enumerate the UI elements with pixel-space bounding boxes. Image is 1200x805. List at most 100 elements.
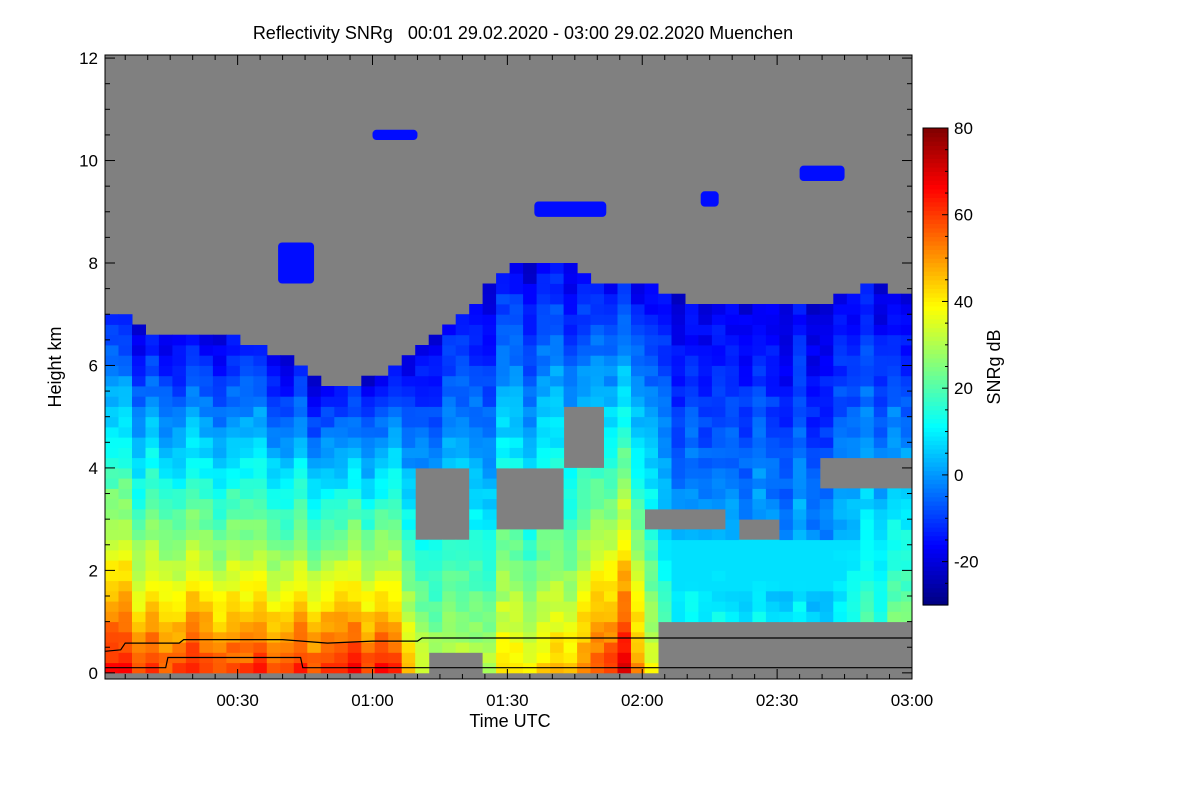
heatmap-cell <box>644 498 659 510</box>
heatmap-cell <box>617 345 632 356</box>
heatmap-cell <box>725 529 740 541</box>
heatmap-cell <box>469 314 484 325</box>
colorbar-segment <box>923 366 948 372</box>
heatmap-cell <box>266 662 281 674</box>
heatmap-cell <box>415 631 430 643</box>
heatmap-cell <box>172 539 187 551</box>
heatmap-cell <box>185 416 200 428</box>
heatmap-cell <box>469 601 484 612</box>
heatmap-cell <box>752 324 767 336</box>
heatmap-cell <box>334 426 349 438</box>
heatmap-cell <box>563 293 578 305</box>
heatmap-cell <box>145 375 160 387</box>
heatmap-cell <box>105 365 119 377</box>
heatmap-cell <box>523 549 538 561</box>
heatmap-cell <box>320 590 335 602</box>
colorbar-segment <box>923 513 948 519</box>
heatmap-cell <box>900 488 913 500</box>
heatmap-cell <box>590 519 605 530</box>
heatmap-cell <box>320 508 335 520</box>
heatmap-cell <box>779 478 794 489</box>
heatmap-cell <box>738 539 753 551</box>
heatmap-cell <box>469 447 484 459</box>
colorbar-segment <box>923 310 948 316</box>
heatmap-cell <box>873 519 888 530</box>
heatmap-cell <box>469 529 484 541</box>
heatmap-cell <box>644 570 659 582</box>
heatmap-cell <box>105 539 119 551</box>
colorbar-segment <box>923 500 948 506</box>
heatmap-cell <box>239 590 254 602</box>
heatmap-cell <box>482 375 497 387</box>
heatmap-cell <box>806 406 821 418</box>
heatmap-cell <box>415 345 430 356</box>
heatmap-cell <box>158 426 173 438</box>
heatmap-cell <box>320 652 335 664</box>
heatmap-cell <box>428 416 443 428</box>
heatmap-cell <box>401 539 416 551</box>
heatmap-cell <box>711 570 726 582</box>
heatmap-cell <box>132 324 146 336</box>
heatmap-cell <box>806 396 821 407</box>
colorbar-segment <box>923 253 948 259</box>
heatmap-cell <box>900 447 913 459</box>
heatmap-cell <box>792 611 807 623</box>
heatmap-cell <box>590 642 605 653</box>
heatmap-cell <box>145 437 160 448</box>
heatmap-cell <box>415 570 430 582</box>
heatmap-cell <box>347 437 362 448</box>
heatmap-cell <box>752 488 767 500</box>
heatmap-cell <box>698 396 713 407</box>
heatmap-cell <box>819 426 834 438</box>
heatmap-cell <box>644 375 659 387</box>
heatmap-cell <box>185 508 200 520</box>
heatmap-cell <box>617 447 632 459</box>
heatmap-cell <box>158 355 173 366</box>
heatmap-cell <box>132 631 146 643</box>
heatmap-cell <box>631 611 645 623</box>
heatmap-cell <box>226 426 241 438</box>
heatmap-cell <box>105 549 119 561</box>
heatmap-cell <box>577 324 592 336</box>
heatmap-cell <box>212 437 227 448</box>
heatmap-cell <box>455 570 470 582</box>
heatmap-cell <box>536 652 551 664</box>
heatmap-cell <box>388 611 403 623</box>
heatmap-cell <box>361 416 376 428</box>
heatmap-cell <box>320 437 335 448</box>
heatmap-cell <box>347 631 362 643</box>
heatmap-cell <box>833 611 848 623</box>
heatmap-cell <box>293 642 308 653</box>
heatmap-cell <box>185 426 200 438</box>
heatmap-cell <box>644 304 659 315</box>
heatmap-cell <box>347 478 362 489</box>
heatmap-cell <box>644 437 659 448</box>
heatmap-cell <box>469 570 484 582</box>
heatmap-cell <box>738 345 753 356</box>
heatmap-cell <box>563 631 578 643</box>
heatmap-cell <box>226 631 241 643</box>
heatmap-cell <box>711 611 726 623</box>
heatmap-cell <box>792 467 807 479</box>
heatmap-cell <box>563 334 578 346</box>
colorbar-segment <box>923 574 948 580</box>
heatmap-cell <box>536 345 551 356</box>
heatmap-cell <box>118 437 133 448</box>
heatmap-cell <box>455 549 470 561</box>
heatmap-cell <box>239 601 254 612</box>
heatmap-cell <box>577 498 592 510</box>
heatmap-cell <box>293 396 308 407</box>
heatmap-cell <box>415 549 430 561</box>
heatmap-cell <box>550 375 565 387</box>
heatmap-cell <box>779 314 794 325</box>
heatmap-cell <box>698 611 713 623</box>
heatmap-cell <box>590 611 605 623</box>
heatmap-cell <box>401 642 416 653</box>
colorbar-segment <box>923 535 948 541</box>
heatmap-cell <box>361 488 376 500</box>
heatmap-cell <box>577 570 592 582</box>
heatmap-cell <box>199 457 214 469</box>
heatmap-cell <box>779 529 794 541</box>
heatmap-cell <box>442 437 457 448</box>
heatmap-cell <box>523 642 538 653</box>
